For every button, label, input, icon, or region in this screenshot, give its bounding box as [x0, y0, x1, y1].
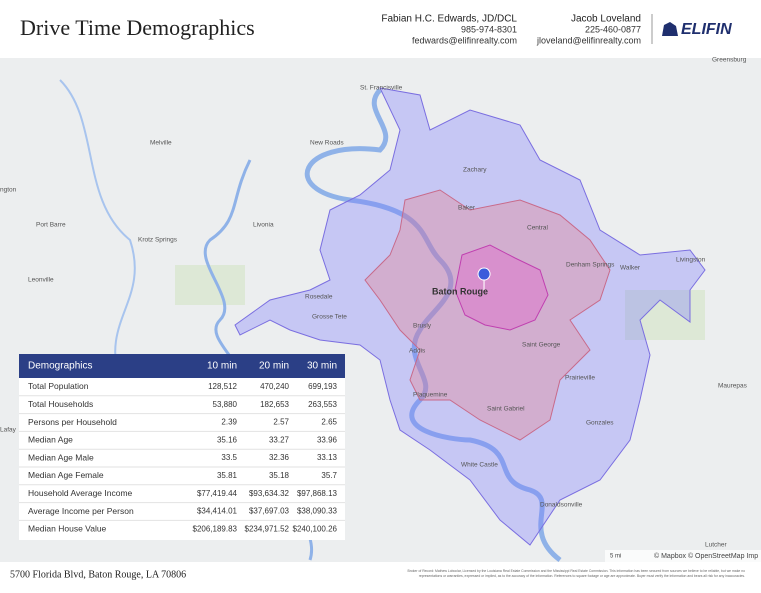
cell: $93,634.32 [249, 489, 290, 498]
cell: 182,653 [260, 400, 289, 409]
cell: Persons per Household [28, 417, 117, 427]
demographics-table: Demographics 10 min 20 min 30 min Total Popu… [19, 354, 345, 540]
cell: 53,880 [213, 400, 238, 409]
map-label: Port Barre [36, 222, 66, 229]
contact-name: Fabian H.C. Edwards, JD/DCL [381, 14, 517, 25]
drive-time-20 [364, 189, 611, 441]
map-label: Baton Rouge [432, 286, 488, 296]
header-cell: Demographics [28, 361, 92, 372]
cell: Total Population [28, 381, 89, 391]
contact-email: jloveland@elifinrealty.com [536, 35, 641, 45]
cell: 35.18 [269, 471, 290, 480]
map-label: Livingston [676, 257, 706, 264]
cell: 33.13 [317, 453, 338, 462]
map-label: Central [527, 225, 549, 232]
map-label: Saint Gabriel [487, 406, 525, 413]
logo-icon [662, 22, 678, 36]
map-label: Prairieville [565, 375, 595, 382]
map-label: Donaldsonville [540, 502, 583, 509]
header-cell: 10 min [207, 361, 237, 372]
cell: 128,512 [208, 382, 237, 391]
header-cell: 30 min [307, 361, 337, 372]
address: 5700 Florida Blvd, Baton Rouge, LA 70806 [10, 569, 186, 580]
map-label: Zachary [463, 167, 487, 174]
header-bg [0, 0, 761, 58]
location-pin [477, 267, 491, 295]
map-label: Lutcher [705, 542, 728, 549]
cell: 32.36 [269, 453, 290, 462]
cell: 470,240 [260, 382, 289, 391]
cell: 33.27 [269, 435, 290, 444]
map-label: Krotz Springs [138, 237, 178, 244]
map-scale: 5 mi [610, 554, 621, 560]
cell: 35.16 [217, 435, 238, 444]
contact-name: Jacob Loveland [571, 14, 641, 25]
contact-phone: 225-460-0877 [585, 24, 641, 34]
map-label: Livonia [253, 222, 274, 229]
table-header [19, 354, 345, 378]
cell: $34,414.01 [197, 507, 238, 516]
footer-bg [0, 562, 761, 588]
header-cell: 20 min [259, 361, 289, 372]
map-label: Gonzales [586, 420, 614, 427]
table-bg [19, 354, 345, 540]
cell: 33.96 [317, 435, 338, 444]
cell: 699,193 [308, 382, 337, 391]
map-label: White Castle [461, 462, 498, 469]
map-label: New Roads [310, 140, 344, 147]
cell: $37,697.03 [249, 507, 290, 516]
cell: Household Average Income [28, 488, 133, 498]
drive-time-10 [454, 244, 549, 331]
river [304, 88, 562, 562]
cell: Average Income per Person [28, 506, 134, 516]
cell: $77,419.44 [197, 489, 238, 498]
map-label: Melville [150, 140, 172, 147]
map-label: Addis [409, 348, 426, 355]
map-label: Plaquemine [413, 392, 448, 399]
cell: 263,553 [308, 400, 337, 409]
map-label: Lafay [0, 427, 17, 434]
cell: $234,971.52 [245, 524, 290, 533]
cell: Median House Value [28, 524, 107, 534]
river [59, 79, 136, 381]
cell: 35.81 [217, 471, 238, 480]
disclaimer: Broker of Record: Mathew Loboclar, Licen… [408, 569, 746, 573]
cell: $206,189.83 [193, 524, 238, 533]
cell: 33.5 [221, 453, 237, 462]
cell: Median Age Male [28, 452, 94, 462]
title: Drive Time Demographics [20, 15, 255, 40]
map-label: Brusly [413, 323, 432, 330]
attribution-bg [605, 550, 761, 562]
cell: $240,100.26 [293, 524, 338, 533]
contact-email: fedwards@elifinrealty.com [412, 35, 517, 45]
disclaimer: representations or warranties, expressed… [419, 574, 745, 578]
cell: 2.65 [321, 418, 337, 427]
cell: Median Age [28, 435, 73, 445]
map-label: Walker [620, 265, 641, 272]
cell: Total Households [28, 399, 93, 409]
contact-phone: 985-974-8301 [461, 24, 517, 34]
map-label: Rosedale [305, 294, 333, 301]
map-label: Grosse Tete [312, 314, 347, 321]
map-label: Saint George [522, 342, 561, 349]
map-label: Greensburg [712, 57, 747, 64]
cell: $97,868.13 [297, 489, 338, 498]
park [625, 290, 705, 340]
cell: $38,090.33 [297, 507, 338, 516]
cell: 2.57 [273, 418, 289, 427]
map-label: St. Francisville [360, 85, 403, 92]
cell: Median Age Female [28, 470, 104, 480]
map-label: Denham Springs [566, 262, 615, 269]
drive-time-30 [234, 87, 706, 546]
map-label: Maurepas [718, 383, 748, 390]
attribution: © Mapbox © OpenStreetMap Imp [654, 552, 758, 560]
map-label: Leonville [28, 277, 54, 284]
logo: ELIFIN [681, 21, 732, 38]
map-label: Baker [458, 205, 476, 212]
cell: 2.39 [221, 418, 237, 427]
cell: 35.7 [321, 471, 337, 480]
map-label: ngton [0, 187, 17, 194]
